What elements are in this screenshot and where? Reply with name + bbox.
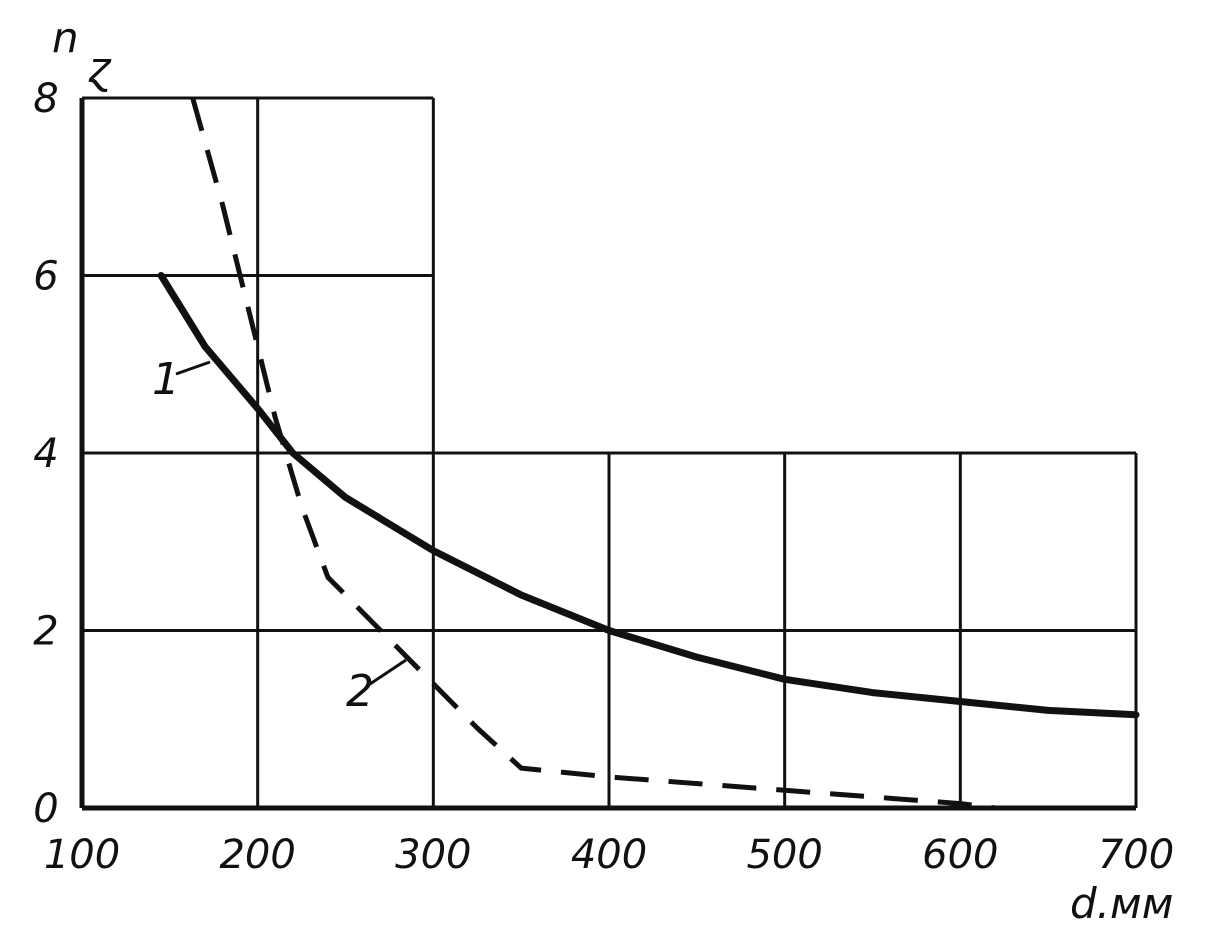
- x-tick-label-100: 100: [44, 832, 120, 878]
- curve-leader-1: [175, 360, 211, 376]
- tick-labels: 100 200 300 400 500 600 700 0 2 4 6 8: [33, 76, 1174, 878]
- x-tick-label-400: 400: [571, 832, 647, 878]
- y-tick-label-6: 6: [33, 254, 58, 300]
- curve-label-2: 2: [346, 666, 374, 717]
- series-line-2: [190, 97, 996, 811]
- x-axis-label: d.мм: [1070, 879, 1173, 928]
- x-tick-label-500: 500: [746, 832, 822, 878]
- curve-label-1: 1: [152, 354, 180, 405]
- grid: [82, 96, 1138, 808]
- annotations: 12: [152, 354, 407, 717]
- x-tick-label-200: 200: [219, 832, 295, 878]
- y-axis-label-n: n: [52, 13, 79, 62]
- y-tick-label-8: 8: [33, 76, 58, 122]
- x-tick-label-300: 300: [395, 832, 471, 878]
- curve-leader-2: [369, 658, 407, 686]
- series-layer: [157, 97, 1140, 811]
- x-tick-label-700: 700: [1098, 832, 1174, 878]
- y-axis-label-z: ɀ: [88, 43, 112, 93]
- y-tick-label-0: 0: [33, 786, 58, 832]
- axes: [79, 98, 1136, 811]
- x-tick-label-600: 600: [922, 832, 998, 878]
- y-tick-label-4: 4: [33, 431, 58, 477]
- series-line-1: [157, 272, 1140, 719]
- y-tick-label-2: 2: [33, 609, 58, 655]
